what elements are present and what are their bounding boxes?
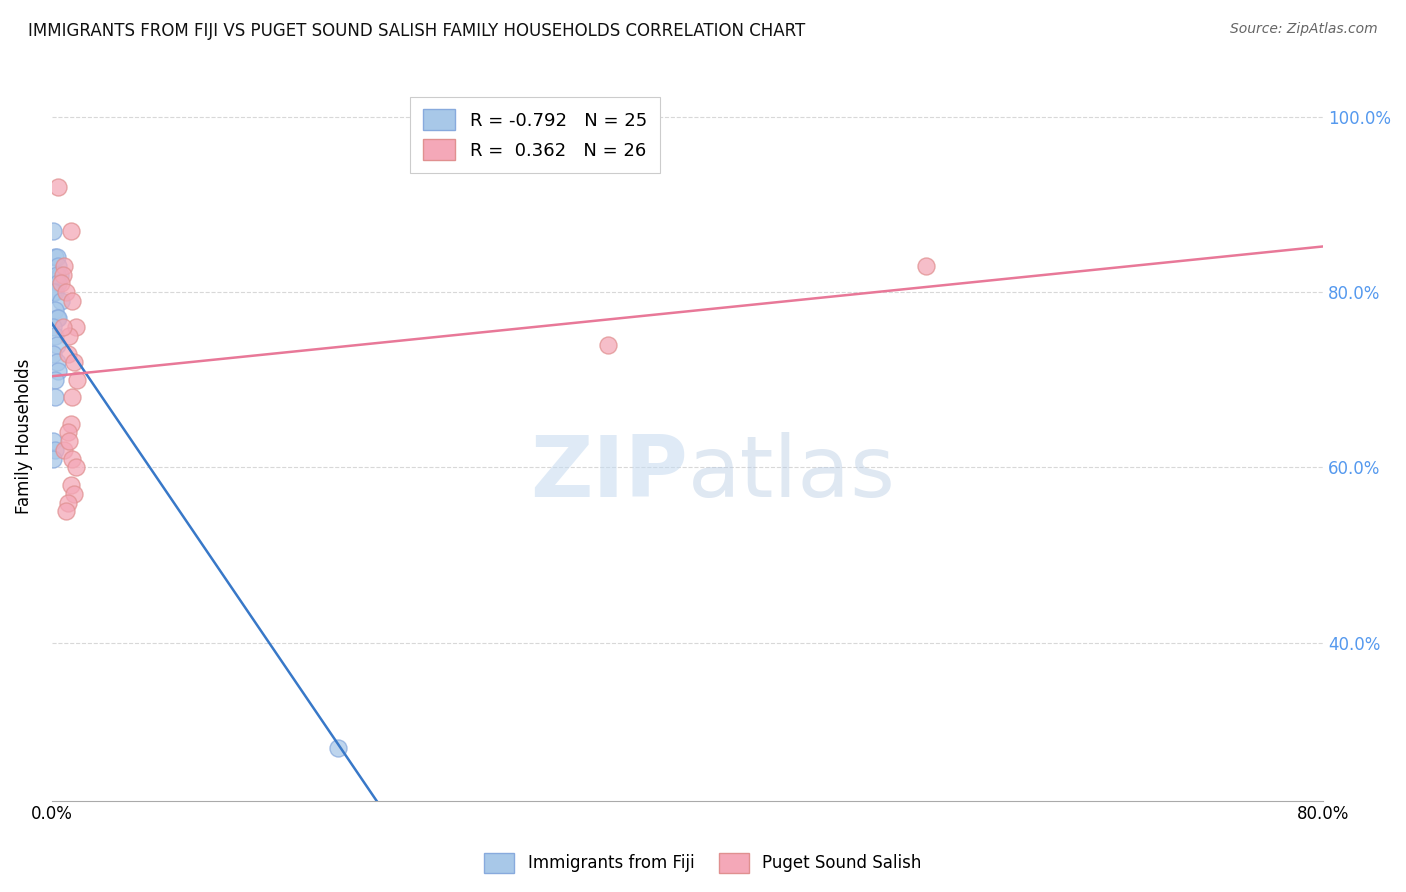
Point xyxy=(46,180,69,194)
Text: ZIP: ZIP xyxy=(530,432,688,515)
Point xyxy=(53,442,76,457)
Text: atlas: atlas xyxy=(688,432,896,515)
Point xyxy=(62,451,84,466)
Point xyxy=(52,320,75,334)
Point xyxy=(44,302,66,317)
Point xyxy=(44,390,66,404)
Text: Source: ZipAtlas.com: Source: ZipAtlas.com xyxy=(1230,22,1378,37)
Point xyxy=(55,504,77,518)
Point xyxy=(65,320,87,334)
Point xyxy=(45,268,67,282)
Point xyxy=(56,495,79,509)
Point xyxy=(46,311,69,326)
Point xyxy=(58,329,80,343)
Legend: Immigrants from Fiji, Puget Sound Salish: Immigrants from Fiji, Puget Sound Salish xyxy=(478,847,928,880)
Point xyxy=(58,434,80,449)
Text: IMMIGRANTS FROM FIJI VS PUGET SOUND SALISH FAMILY HOUSEHOLDS CORRELATION CHART: IMMIGRANTS FROM FIJI VS PUGET SOUND SALI… xyxy=(28,22,806,40)
Point xyxy=(53,259,76,273)
Point xyxy=(44,250,66,264)
Point xyxy=(42,451,65,466)
Point xyxy=(42,320,65,334)
Point xyxy=(59,224,82,238)
Point xyxy=(42,434,65,449)
Legend: R = -0.792   N = 25, R =  0.362   N = 26: R = -0.792 N = 25, R = 0.362 N = 26 xyxy=(411,96,659,172)
Point xyxy=(42,224,65,238)
Point xyxy=(46,259,69,273)
Point xyxy=(56,346,79,360)
Point xyxy=(55,285,77,300)
Point xyxy=(44,442,66,457)
Y-axis label: Family Households: Family Households xyxy=(15,359,32,515)
Point xyxy=(62,293,84,308)
Point xyxy=(51,293,73,308)
Point xyxy=(63,355,86,369)
Point xyxy=(56,425,79,440)
Point xyxy=(59,478,82,492)
Point xyxy=(45,355,67,369)
Point xyxy=(65,460,87,475)
Point xyxy=(45,250,67,264)
Point xyxy=(59,417,82,431)
Point xyxy=(66,373,89,387)
Point xyxy=(44,285,66,300)
Point xyxy=(52,268,75,282)
Point xyxy=(326,741,349,756)
Point xyxy=(44,329,66,343)
Point xyxy=(62,390,84,404)
Point xyxy=(46,277,69,291)
Point xyxy=(45,311,67,326)
Point xyxy=(44,373,66,387)
Point xyxy=(63,487,86,501)
Point xyxy=(42,285,65,300)
Point xyxy=(51,277,73,291)
Point xyxy=(48,268,70,282)
Point xyxy=(596,337,619,351)
Point xyxy=(914,259,936,273)
Point xyxy=(46,364,69,378)
Point xyxy=(42,346,65,360)
Point xyxy=(45,337,67,351)
